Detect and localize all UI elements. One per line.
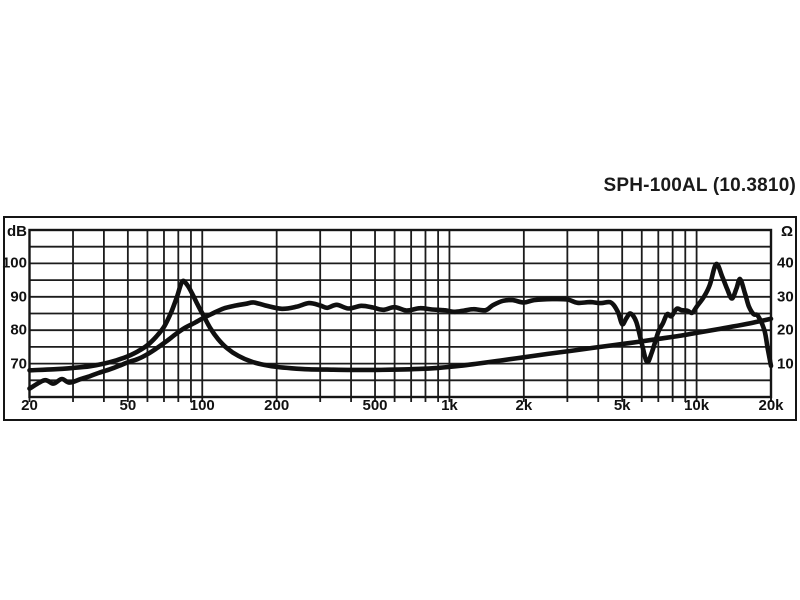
x-tick-label: 20 bbox=[21, 397, 38, 414]
x-tick-label: 5k bbox=[613, 397, 631, 414]
impedance-curve bbox=[27, 278, 774, 373]
x-tick-label: 100 bbox=[189, 397, 215, 414]
y-left-tick-label: 90 bbox=[10, 288, 27, 306]
y-left-tick-label: 70 bbox=[10, 355, 27, 373]
y-right-tick-label: 40 bbox=[777, 254, 794, 272]
x-tick-label: 10k bbox=[684, 397, 710, 414]
x-tick-label: 2k bbox=[515, 397, 533, 414]
x-tick-label: 200 bbox=[264, 397, 290, 414]
chart-title: SPH-100AL (10.3810) bbox=[603, 175, 796, 196]
x-tick-label: 1k bbox=[441, 397, 458, 414]
x-tick-label: 20k bbox=[758, 397, 784, 414]
y-right-tick-label: 20 bbox=[777, 321, 794, 339]
y-right-tick-label: 10 bbox=[777, 355, 794, 373]
x-tick-label: 50 bbox=[119, 397, 137, 414]
spl-curve bbox=[27, 261, 774, 391]
y-right-tick-label: 30 bbox=[777, 288, 794, 306]
y-left-tick-label: 80 bbox=[10, 321, 27, 339]
ohm-axis-label: Ω bbox=[780, 223, 794, 240]
db-axis-label: dB bbox=[7, 223, 27, 240]
y-left-tick-label: 100 bbox=[1, 254, 27, 272]
x-tick-label: 500 bbox=[362, 397, 388, 414]
